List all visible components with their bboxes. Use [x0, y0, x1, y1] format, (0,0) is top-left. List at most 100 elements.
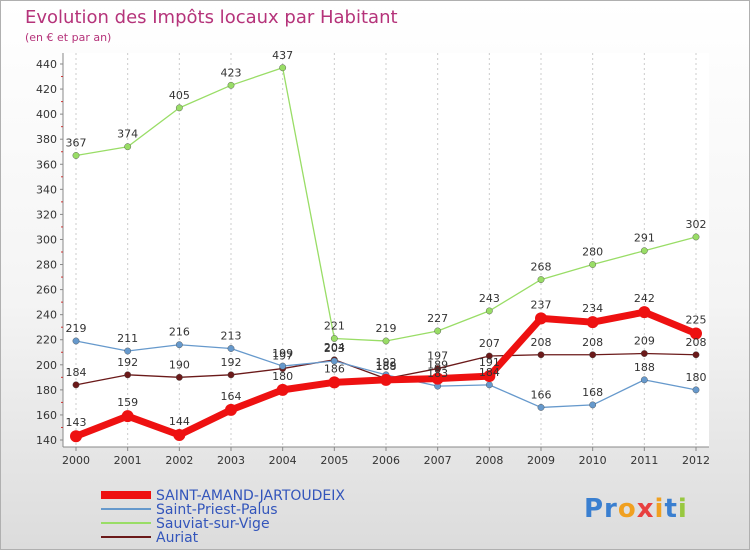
data-point: [175, 373, 183, 381]
data-point: [483, 370, 496, 383]
y-tick-label: 440: [36, 58, 57, 71]
data-label: 225: [686, 313, 707, 326]
data-point: [640, 350, 648, 357]
data-label: 159: [117, 396, 138, 409]
x-tick-label: 2008: [475, 454, 503, 467]
data-label: 143: [66, 416, 87, 429]
data-point: [276, 383, 289, 396]
data-point: [124, 371, 132, 379]
data-label: 197: [427, 350, 448, 363]
data-label: 216: [169, 326, 190, 339]
data-point: [434, 327, 442, 335]
data-point: [485, 352, 493, 360]
data-point: [692, 386, 700, 394]
chart-subtitle: (en € et par an): [25, 31, 111, 44]
data-point: [121, 410, 134, 423]
data-label: 204: [324, 341, 345, 354]
data-point: [431, 372, 444, 385]
data-label: 302: [686, 218, 707, 231]
legend-label: Saint-Priest-Palus: [156, 502, 278, 518]
data-label: 192: [117, 356, 138, 369]
data-label: 207: [479, 337, 500, 350]
y-tick-label: 360: [36, 158, 57, 171]
data-point: [227, 371, 235, 379]
data-point: [72, 337, 80, 345]
data-point: [380, 373, 392, 386]
y-tick-label: 300: [36, 233, 57, 246]
data-label: 243: [479, 292, 500, 305]
data-label: 219: [376, 322, 397, 335]
logo-letter: x: [637, 494, 655, 524]
x-tick-label: 2010: [579, 454, 607, 467]
data-point: [640, 247, 648, 255]
x-tick-label: 2001: [114, 454, 142, 467]
y-tick-label: 140: [36, 434, 57, 447]
data-point: [537, 404, 545, 411]
data-label: 221: [324, 319, 345, 332]
data-label: 184: [66, 366, 87, 379]
series-saint-amand-jartoudeix: [70, 306, 702, 443]
data-label: 180: [272, 370, 293, 383]
data-point: [692, 351, 700, 359]
legend-label: SAINT-AMAND-JARTOUDEIX: [156, 488, 345, 504]
data-label: 237: [531, 298, 552, 311]
data-label: 242: [634, 292, 655, 305]
data-label: 280: [582, 246, 603, 259]
y-tick-label: 400: [36, 108, 57, 121]
legend: SAINT-AMAND-JARTOUDEIXSaint-Priest-Palus…: [101, 488, 345, 546]
data-point: [638, 306, 651, 319]
data-point: [227, 345, 235, 352]
data-label: 188: [634, 361, 655, 374]
x-tick-label: 2012: [682, 454, 710, 467]
data-point: [382, 337, 390, 345]
logo-letter: i: [678, 494, 688, 524]
data-point: [589, 261, 597, 268]
data-label: 189: [376, 360, 397, 373]
data-point: [72, 152, 80, 159]
data-point: [175, 341, 183, 349]
logo-letter: o: [618, 494, 637, 524]
data-point: [227, 81, 235, 89]
data-point: [535, 312, 547, 325]
x-tick-label: 2011: [630, 454, 658, 467]
y-tick-label: 200: [36, 359, 57, 372]
data-label: 268: [531, 261, 552, 274]
data-label: 189: [427, 359, 448, 372]
data-label: 227: [427, 312, 448, 325]
data-label: 191: [479, 356, 500, 369]
data-label: 190: [169, 358, 190, 371]
axes: 140 160 180 200 220 240 260 280 300 320 340 360 380 4…: [36, 53, 710, 467]
y-tick-label: 180: [36, 384, 57, 397]
data-point: [485, 381, 493, 389]
chart-title: Evolution des Impôts locaux par Habitant: [25, 7, 398, 28]
data-label: 211: [117, 332, 138, 345]
logo-letter: i: [655, 494, 665, 524]
data-point: [537, 351, 545, 359]
data-point: [124, 347, 132, 355]
data-label: 219: [66, 322, 87, 335]
data-label: 234: [582, 302, 603, 315]
data-point: [692, 233, 700, 241]
x-tick-label: 2002: [165, 454, 193, 467]
logo-letter: t: [664, 494, 677, 524]
data-label: 180: [686, 371, 707, 384]
x-tick-label: 2000: [62, 454, 90, 467]
data-label: 423: [221, 66, 242, 79]
data-label: 405: [169, 89, 190, 102]
data-point: [485, 307, 493, 315]
y-tick-label: 160: [36, 409, 57, 422]
data-point: [589, 401, 597, 409]
data-point: [690, 327, 702, 340]
data-point: [72, 381, 80, 389]
data-point: [328, 376, 341, 389]
data-point: [279, 64, 287, 72]
data-label: 184: [479, 366, 500, 379]
data-label: 367: [66, 136, 87, 149]
data-label: 168: [582, 386, 603, 399]
legend-label: Auriat: [156, 530, 199, 546]
data-label: 209: [634, 335, 655, 348]
x-tick-label: 2005: [320, 454, 348, 467]
data-label: 183: [427, 367, 448, 380]
